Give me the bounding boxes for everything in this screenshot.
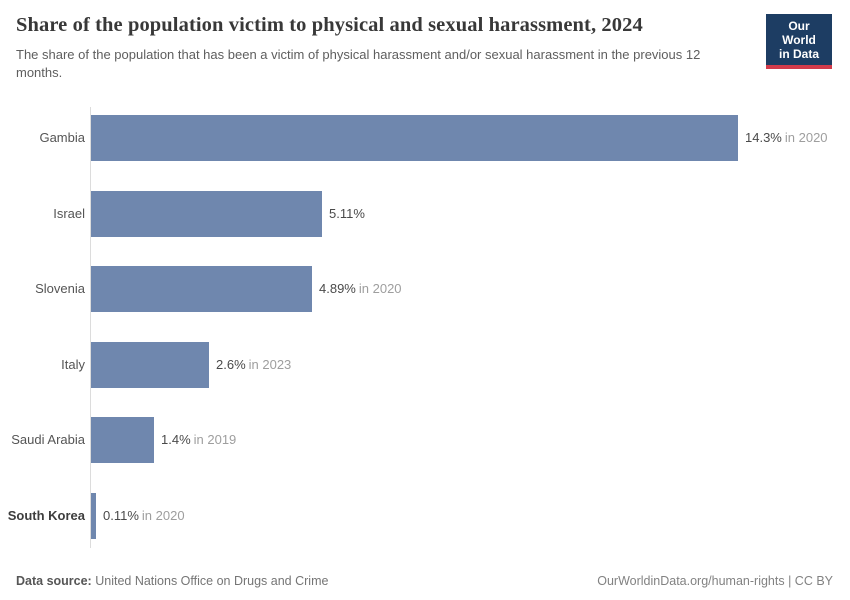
bar-israel[interactable] <box>91 190 322 237</box>
value-label: 14.3% in 2020 <box>745 115 828 161</box>
entity-label[interactable]: Slovenia <box>35 281 85 296</box>
value-label: 1.4% in 2019 <box>161 417 236 463</box>
entity-label[interactable]: Saudi Arabia <box>11 432 85 447</box>
chart-row: Israel 5.11% <box>0 190 850 237</box>
value-year: in 2020 <box>358 281 402 296</box>
bar-slovenia[interactable] <box>91 266 312 312</box>
value-year: in 2023 <box>248 356 292 372</box>
value-label: 0.11% in 2020 <box>103 493 185 539</box>
bar-gambia[interactable] <box>91 115 738 161</box>
y-axis-line <box>90 107 91 548</box>
chart-row: Italy 2.6% in 2023 <box>0 341 850 388</box>
value-year: in 2020 <box>141 507 185 523</box>
entity-label[interactable]: Israel <box>53 205 85 221</box>
bar-south-korea[interactable] <box>91 492 96 539</box>
data-source-label: Data source: <box>16 574 92 588</box>
owid-logo-line2: in Data <box>778 47 819 61</box>
owid-logo-line1: Our World <box>782 19 816 47</box>
entity-label[interactable]: South Korea <box>7 507 85 523</box>
bar-italy[interactable] <box>91 341 209 388</box>
value-percent: 1.4% <box>161 432 191 447</box>
data-source: Data source: United Nations Office on Dr… <box>16 574 328 588</box>
chart-header: Share of the population victim to physic… <box>16 14 756 82</box>
value-percent: 14.3% <box>745 130 782 145</box>
bar-saudi-arabia[interactable] <box>91 417 154 463</box>
entity-label[interactable]: Italy <box>61 356 85 372</box>
value-label: 2.6% in 2023 <box>216 342 291 388</box>
value-year: in 2020 <box>784 130 828 145</box>
value-label: 5.11% <box>329 191 365 237</box>
chart-row: South Korea 0.11% in 2020 <box>0 492 850 539</box>
chart-title: Share of the population victim to physic… <box>16 14 643 36</box>
value-percent: 5.11% <box>329 205 365 221</box>
value-year: in 2019 <box>193 432 237 447</box>
chart-row: Gambia 14.3% in 2020 <box>0 115 850 161</box>
bar-chart: Gambia 14.3% in 2020 Israel 5.11% Slovenia 4.8… <box>0 107 850 548</box>
chart-subtitle: The share of the population that has bee… <box>16 47 701 80</box>
chart-row: Saudi Arabia 1.4% in 2019 <box>0 417 850 463</box>
chart-footer: Data source: United Nations Office on Dr… <box>16 574 833 588</box>
data-source-value: United Nations Office on Drugs and Crime <box>95 574 329 588</box>
value-label: 4.89% in 2020 <box>319 266 402 312</box>
entity-label[interactable]: Gambia <box>39 130 85 145</box>
chart-row: Slovenia 4.89% in 2020 <box>0 266 850 312</box>
value-percent: 0.11% <box>103 507 139 523</box>
owid-logo[interactable]: Our World in Data <box>766 14 832 69</box>
value-percent: 2.6% <box>216 356 246 372</box>
owid-link[interactable]: OurWorldinData.org/human-rights | CC BY <box>597 574 833 588</box>
value-percent: 4.89% <box>319 281 356 296</box>
